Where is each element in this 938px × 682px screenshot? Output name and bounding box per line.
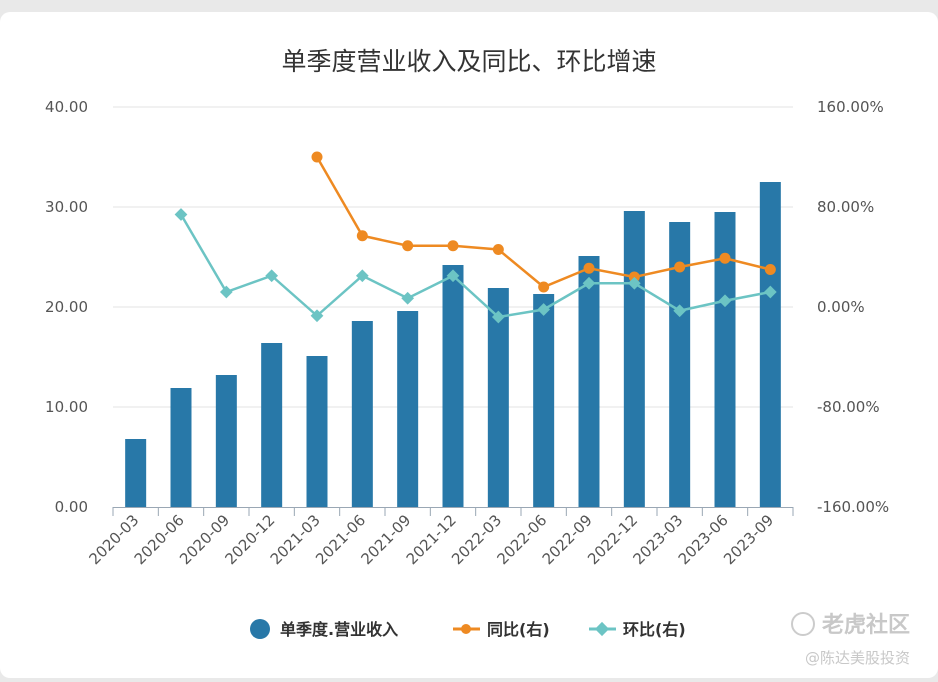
chart-title: 单季度营业收入及同比、环比增速 <box>281 47 656 76</box>
y-left-tick-label: 0.00 <box>55 498 88 516</box>
y-right-tick-label: 80.00% <box>817 198 874 216</box>
chart-card: 单季度营业收入及同比、环比增速 0.00 10.00 20.00 30.00 40.00… <box>0 12 938 678</box>
y-right-tick-label: 160.00% <box>817 98 884 116</box>
line-point <box>674 261 686 273</box>
watermark-brand: 老虎社区 <box>821 612 910 638</box>
line-point <box>310 309 324 323</box>
tiger-logo-icon <box>791 612 815 636</box>
legend: 单季度.营业收入 同比(右) 环比(右) <box>250 619 686 639</box>
legend-revenue-label: 单季度.营业收入 <box>280 620 398 639</box>
watermark: 老虎社区 @陈达美股投资 <box>791 612 910 667</box>
bar <box>125 439 147 507</box>
line-point <box>356 230 368 242</box>
y-right-tick-label: 0.00% <box>817 298 865 316</box>
legend-yoy-label: 同比(右) <box>487 620 550 639</box>
bar <box>714 212 736 507</box>
line-point <box>355 269 369 283</box>
line-point <box>764 264 776 275</box>
y-left-tick-label: 40.00 <box>45 98 88 116</box>
bar <box>397 311 419 507</box>
bar <box>623 211 645 507</box>
y-left-tick-label: 20.00 <box>45 298 88 316</box>
bar <box>533 294 555 507</box>
bar <box>170 388 192 507</box>
legend-yoy-marker <box>461 624 471 634</box>
x-tick-label: 2023-09 <box>720 511 777 568</box>
line-series <box>174 151 777 324</box>
legend-item-revenue[interactable]: 单季度.营业收入 <box>250 619 398 639</box>
line-point <box>583 262 595 274</box>
line-point <box>219 285 233 299</box>
line-point <box>719 252 731 264</box>
y-axis-right: -160.00% -80.00% 0.00% 80.00% 160.00% <box>817 98 889 516</box>
line-point <box>311 151 323 163</box>
legend-qoq-label: 环比(右) <box>623 620 686 639</box>
line-point <box>492 244 504 255</box>
legend-item-yoy[interactable]: 同比(右) <box>453 620 550 639</box>
bar-series <box>125 182 781 507</box>
series-line <box>315 156 771 289</box>
legend-qoq-marker <box>594 621 610 637</box>
y-right-tick-label: -80.00% <box>817 398 880 416</box>
bar <box>215 375 237 507</box>
line-point <box>491 310 505 324</box>
chart-svg: 单季度营业收入及同比、环比增速 0.00 10.00 20.00 30.00 40.00… <box>45 47 910 667</box>
legend-revenue-marker <box>250 619 270 639</box>
x-axis: 2020-032020-062020-092020-122021-032021-… <box>85 507 794 568</box>
series-line <box>179 213 771 319</box>
bar <box>578 256 600 507</box>
legend-item-qoq[interactable]: 环比(右) <box>589 620 686 639</box>
bar <box>261 343 283 507</box>
line-point <box>265 269 279 283</box>
bar <box>442 265 464 507</box>
y-left-tick-label: 30.00 <box>45 198 88 216</box>
bar <box>351 321 373 507</box>
bar <box>306 356 328 507</box>
bar <box>759 182 781 507</box>
line-point <box>538 281 550 293</box>
bar <box>487 288 509 507</box>
line-point <box>401 291 415 305</box>
y-left-tick-label: 10.00 <box>45 398 88 416</box>
y-axis-left: 0.00 10.00 20.00 30.00 40.00 <box>45 98 88 516</box>
y-right-tick-label: -160.00% <box>817 498 889 516</box>
line-point <box>402 240 414 252</box>
line-point <box>446 269 460 283</box>
bar <box>669 222 691 507</box>
line-point <box>174 208 188 221</box>
line-point <box>447 240 459 252</box>
watermark-author: @陈达美股投资 <box>805 649 910 667</box>
